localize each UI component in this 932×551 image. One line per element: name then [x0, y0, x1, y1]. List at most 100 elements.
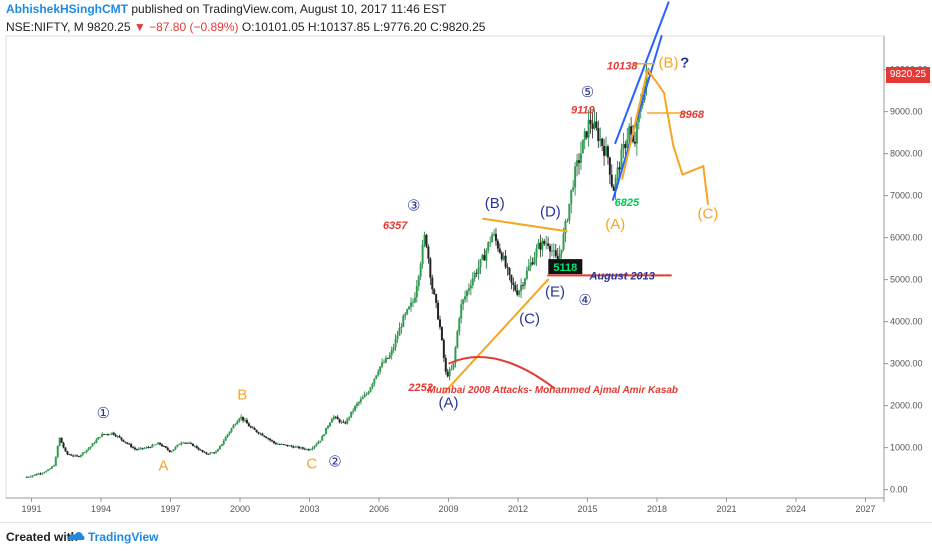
price-annotation: 8968: [679, 109, 704, 121]
candle-body: [54, 456, 57, 466]
candle-body: [197, 448, 200, 450]
candle-body: [531, 262, 534, 265]
candle-body: [587, 119, 590, 138]
candle-body: [554, 250, 557, 257]
candle-body: [547, 243, 550, 246]
candle-body: [469, 285, 472, 289]
candle-body: [220, 444, 223, 447]
projection-b: [646, 68, 665, 94]
candle-body: [97, 437, 100, 440]
wave-label: (C): [698, 206, 719, 223]
candle-body: [207, 453, 210, 455]
candle-body: [66, 451, 69, 455]
candle-body: [124, 441, 127, 443]
candle-body: [184, 442, 187, 444]
candle-body: [240, 416, 243, 419]
candle-body: [35, 474, 38, 476]
candle-body: [471, 278, 474, 286]
candle-body: [624, 143, 627, 148]
attack-arc: [448, 356, 556, 390]
candle-body: [516, 290, 519, 295]
candle-body: [435, 294, 438, 303]
candle-body: [597, 127, 600, 142]
candle-body: [164, 446, 167, 448]
candle-body: [576, 160, 579, 167]
candle-body: [29, 476, 32, 478]
candle-body: [79, 454, 82, 457]
candle-body: [234, 424, 237, 426]
candle-body: [354, 405, 357, 411]
candle-body: [456, 331, 459, 348]
candle-body: [74, 455, 77, 457]
tradingview-logo-icon[interactable]: [66, 528, 86, 544]
candle-body: [390, 350, 393, 356]
candle-body: [574, 166, 577, 188]
footer: Created with TradingView: [0, 522, 932, 551]
candle-body: [101, 433, 104, 437]
candle-body: [616, 167, 619, 178]
last-price-tag: 9820.25: [886, 67, 930, 83]
candle-body: [236, 421, 239, 425]
wave-label: (B): [485, 195, 505, 212]
author-name[interactable]: AbhishekHSinghCMT: [6, 2, 128, 16]
candle-body: [438, 319, 441, 328]
candle-body: [27, 476, 30, 478]
x-tick-label: 2009: [438, 504, 458, 514]
candle-body: [33, 474, 36, 476]
candle-body: [143, 447, 146, 449]
candle-body: [570, 189, 573, 204]
candle-body: [525, 270, 528, 279]
candle-body: [180, 442, 183, 445]
wave-label: B: [237, 386, 247, 403]
candle-body: [265, 436, 268, 439]
candle-body: [363, 394, 366, 398]
candle-body: [583, 131, 586, 140]
candle-body: [228, 431, 231, 435]
wave-label: (A): [605, 216, 625, 233]
wave-label: ①: [97, 405, 110, 422]
candle-body: [137, 448, 140, 450]
candle-body: [373, 378, 376, 384]
candle-body: [599, 138, 602, 142]
candle-body: [585, 131, 588, 138]
candle-body: [464, 296, 467, 300]
candle-body: [93, 442, 96, 444]
candle-body: [135, 449, 138, 451]
wave-label: (A): [438, 395, 458, 412]
tradingview-brand-link[interactable]: TradingView: [88, 530, 159, 544]
candle-body: [226, 434, 229, 438]
candle-body: [172, 449, 175, 452]
candle-body: [193, 445, 196, 447]
projection-flat: [681, 165, 705, 176]
candle-body: [589, 119, 592, 124]
candle-body: [392, 347, 395, 351]
candle-body: [521, 285, 524, 286]
candle-body: [247, 423, 250, 427]
y-tick-label: 8000.00: [890, 149, 923, 159]
candle-body: [533, 257, 536, 265]
candle-body: [290, 445, 293, 447]
candle-body: [132, 447, 135, 448]
candle-body: [216, 449, 219, 452]
candle-body: [215, 451, 218, 453]
wave-label: ②: [328, 454, 341, 471]
candle-body: [591, 123, 594, 129]
candle-body: [338, 419, 341, 423]
candle-body: [440, 327, 443, 341]
y-tick-label: 7000.00: [890, 191, 923, 201]
candle-body: [211, 452, 214, 454]
candle-body: [176, 444, 179, 447]
candle-body: [346, 418, 349, 424]
x-tick-label: 2006: [369, 504, 389, 514]
candle-body: [408, 306, 411, 310]
candle-body: [568, 203, 571, 221]
candle-body: [201, 450, 204, 452]
projection-c: [702, 165, 709, 205]
candle-body: [186, 442, 189, 444]
candle-body: [47, 469, 50, 471]
candle-body: [614, 177, 617, 191]
candle-body: [249, 426, 252, 428]
candle-body: [323, 434, 326, 437]
candle-body: [527, 266, 530, 271]
